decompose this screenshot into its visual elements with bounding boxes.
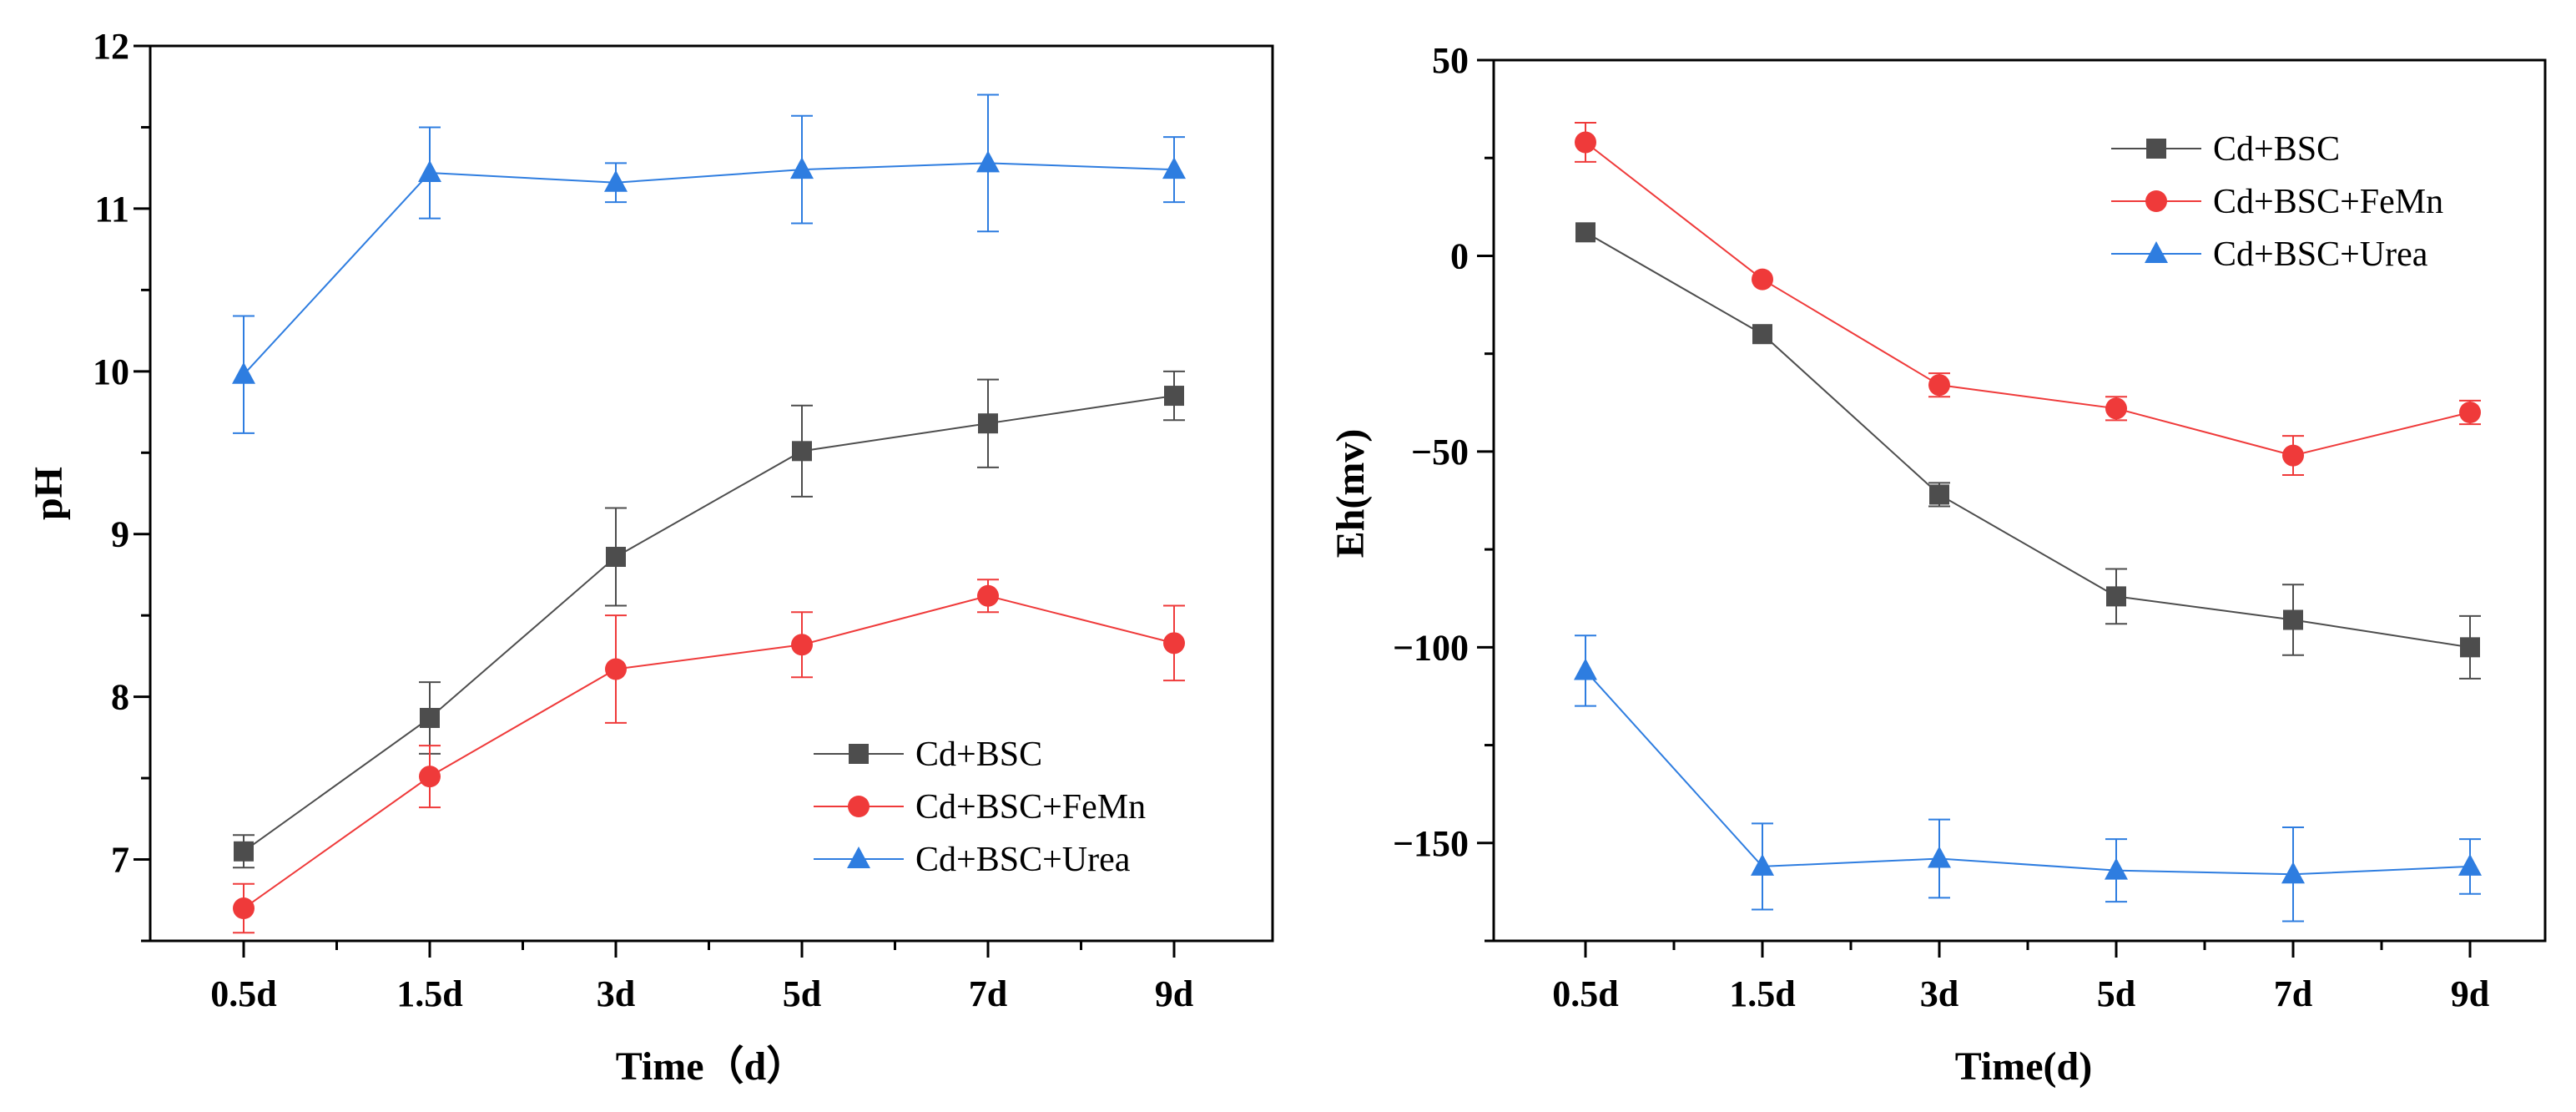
eh-x-tick-label: 0.5d: [1552, 973, 1618, 1014]
ph-y-tick-label: 11: [94, 189, 129, 230]
ph-legend-label: Cd+BSC+FeMn: [915, 788, 1146, 826]
ph-y-tick-label: 10: [93, 351, 129, 392]
eh-data-point: [1575, 222, 1596, 243]
ph-data-point: [976, 150, 1000, 173]
ph-data-point: [419, 766, 441, 788]
eh-y-tick-label: −100: [1393, 627, 1469, 668]
ph-data-point: [233, 897, 255, 920]
eh-data-point: [2282, 444, 2304, 467]
ph-x-tick-label: 0.5d: [210, 973, 276, 1014]
eh-x-tick-label: 7d: [2274, 973, 2312, 1014]
eh-x-axis-title: Time(d): [1955, 1044, 2092, 1089]
ph-data-point: [791, 634, 813, 656]
ph-data-point: [605, 658, 627, 680]
ph-legend-marker: [847, 847, 870, 868]
eh-legend-marker: [2145, 241, 2168, 263]
eh-data-point: [1574, 658, 1597, 680]
ph-series-0: [233, 370, 1185, 869]
ph-data-point: [1163, 632, 1185, 655]
eh-data-point: [1928, 374, 1950, 397]
ph-x-tick-label: 3d: [597, 973, 635, 1014]
ph-data-point: [604, 169, 628, 192]
ph-y-axis-title: pH: [27, 467, 71, 520]
ph-data-point: [232, 361, 255, 384]
ph-x-tick-label: 7d: [969, 973, 1007, 1014]
chart-ph: 0.5d 1.5d 3d 5d 7d 9d 7 8 9 10 11 12 Cd+BSC Cd+BSC+F…: [27, 26, 1274, 1089]
eh-series-1: [1575, 122, 2481, 477]
ph-series-layer: [232, 94, 1186, 934]
eh-legend-label: Cd+BSC+Urea: [2213, 235, 2428, 274]
ph-legend-marker: [849, 744, 869, 764]
eh-legend-marker: [2146, 139, 2166, 159]
ph-legend-label: Cd+BSC+Urea: [915, 841, 1131, 879]
ph-data-point: [792, 441, 812, 462]
eh-y-tick-label: −150: [1393, 823, 1469, 864]
eh-data-point: [2459, 402, 2481, 423]
ph-data-point: [418, 160, 441, 183]
eh-x-tick-label: 1.5d: [1729, 973, 1795, 1014]
ph-data-point: [1164, 386, 1184, 407]
eh-series-layer: [1574, 122, 2482, 922]
eh-data-point: [1929, 484, 1949, 505]
eh-ticks: 0.5d 1.5d 3d 5d 7d 9d −150 −100 −50 0 50: [1393, 40, 2489, 1014]
ph-y-tick-label: 8: [111, 677, 129, 718]
ph-series-line: [243, 594, 1175, 909]
eh-data-point: [1752, 268, 1773, 291]
eh-data-point: [2106, 586, 2126, 607]
eh-x-tick-label: 3d: [1920, 973, 1958, 1014]
eh-series-2: [1574, 634, 2482, 922]
ph-legend-marker: [848, 796, 870, 817]
ph-data-point: [606, 547, 626, 568]
eh-y-axis-title: Eh(mv): [1328, 429, 1373, 559]
ph-x-tick-label: 9d: [1155, 973, 1193, 1014]
eh-data-point: [1928, 846, 1951, 868]
ph-data-point: [978, 413, 998, 434]
ph-legend-label: Cd+BSC: [915, 735, 1042, 774]
ph-y-tick-label: 7: [111, 840, 129, 881]
ph-y-tick-label: 9: [111, 514, 129, 555]
eh-data-point: [1752, 324, 1772, 345]
eh-legend: Cd+BSC Cd+BSC+FeMn Cd+BSC+Urea: [2111, 130, 2443, 274]
eh-x-tick-label: 5d: [2097, 973, 2135, 1014]
eh-data-point: [2460, 637, 2480, 658]
eh-y-tick-label: −50: [1411, 432, 1469, 473]
eh-data-point: [2283, 609, 2303, 630]
ph-data-point: [234, 841, 254, 862]
eh-series-line: [1585, 670, 2471, 876]
eh-series-line: [1585, 141, 2471, 457]
ph-legend: Cd+BSC Cd+BSC+FeMn Cd+BSC+Urea: [814, 735, 1146, 879]
ph-series-2: [232, 94, 1186, 434]
ph-series-line: [243, 395, 1175, 852]
eh-data-point: [2105, 397, 2127, 420]
ph-x-tick-label: 5d: [783, 973, 821, 1014]
eh-legend-marker: [2145, 190, 2167, 212]
eh-data-point: [2105, 857, 2128, 880]
ph-data-point: [977, 584, 999, 607]
eh-data-point: [2281, 862, 2305, 884]
ph-plot-frame: [149, 44, 1274, 943]
ph-y-tick-label: 12: [93, 26, 129, 67]
ph-series-1: [233, 579, 1185, 934]
ph-ticks: 0.5d 1.5d 3d 5d 7d 9d 7 8 9 10 11 12: [93, 26, 1193, 1014]
eh-data-point: [1751, 853, 1774, 876]
eh-y-tick-label: 0: [1450, 235, 1469, 276]
eh-x-tick-label: 9d: [2451, 973, 2489, 1014]
ph-data-point: [420, 707, 440, 728]
eh-legend-label: Cd+BSC: [2213, 130, 2340, 169]
ph-data-point: [1162, 157, 1186, 179]
ph-x-axis-title: Time（d）: [616, 1044, 806, 1089]
eh-y-tick-label: 50: [1432, 40, 1469, 81]
eh-legend-label: Cd+BSC+FeMn: [2213, 183, 2443, 221]
ph-x-tick-label: 1.5d: [396, 973, 462, 1014]
eh-plot-frame: [1492, 58, 2547, 943]
eh-data-point: [2458, 853, 2482, 876]
ph-series-line: [243, 162, 1175, 376]
eh-series-line: [1585, 231, 2471, 649]
eh-data-point: [1575, 131, 1596, 154]
ph-data-point: [790, 157, 814, 179]
eh-series-0: [1575, 222, 2481, 680]
